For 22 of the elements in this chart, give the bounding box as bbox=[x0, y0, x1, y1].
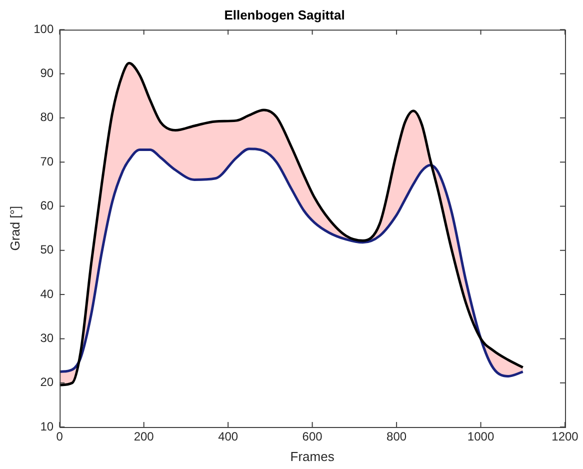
y-axis-title: Grad [°] bbox=[7, 206, 22, 251]
x-tick-label: 1200 bbox=[552, 430, 579, 444]
x-tick-label: 800 bbox=[386, 430, 407, 444]
x-tick-label: 1000 bbox=[467, 430, 494, 444]
x-tick-label: 200 bbox=[134, 430, 154, 444]
y-tick-label: 40 bbox=[40, 286, 54, 301]
line-series bbox=[60, 148, 524, 378]
y-tick-label: 100 bbox=[34, 22, 54, 36]
y-tick-label: 30 bbox=[40, 331, 54, 345]
y-tick-label: 80 bbox=[40, 110, 54, 124]
x-axis-title: Frames bbox=[290, 448, 335, 464]
y-tick-label: 50 bbox=[40, 242, 54, 257]
y-tick-label: 60 bbox=[40, 198, 54, 213]
y-tick-label: 70 bbox=[40, 154, 54, 168]
y-tick-label: 20 bbox=[40, 375, 54, 390]
x-tick-label: 600 bbox=[302, 430, 323, 444]
x-tick-label: 400 bbox=[218, 430, 238, 444]
chart-title: Ellenbogen Sagittal bbox=[224, 7, 345, 22]
y-tick-label: 10 bbox=[40, 419, 54, 434]
line-series bbox=[60, 62, 524, 386]
x-tick-label: 0 bbox=[56, 430, 64, 444]
y-tick-label: 90 bbox=[40, 66, 54, 80]
